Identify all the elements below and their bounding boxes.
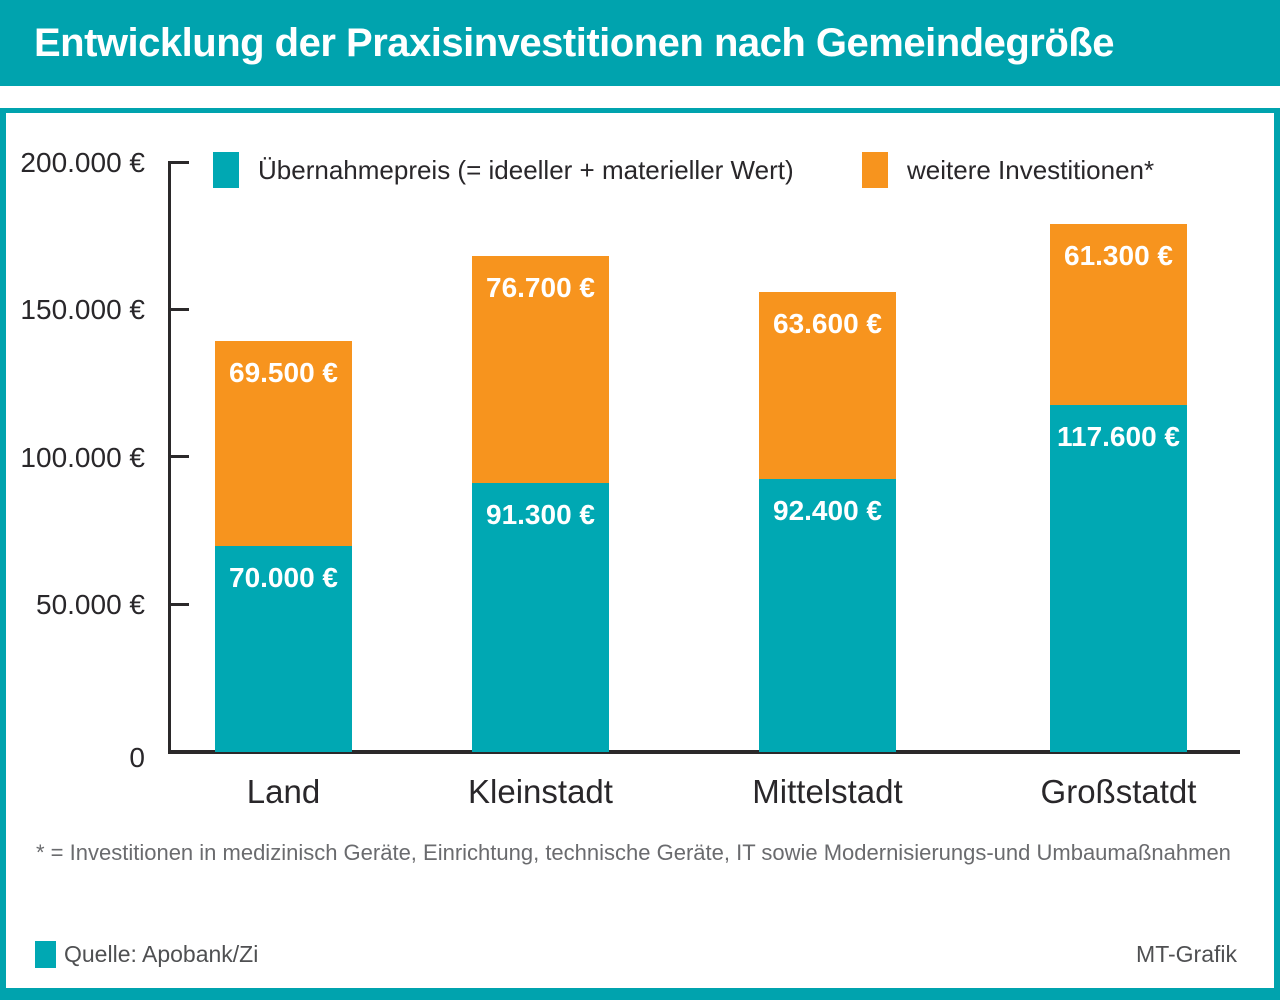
bar-value-label-land-1: 69.500 € — [229, 356, 338, 388]
y-tick-label-150000: 150.000 € — [20, 294, 145, 325]
panel-border-right — [1274, 108, 1280, 988]
bar-value-label-land-0: 70.000 € — [229, 561, 338, 593]
footnote: * = Investitionen in medizinisch Geräte,… — [36, 840, 1231, 865]
bar-segment-weitere-land: 69.500 € — [215, 340, 352, 546]
bar-segment--bernahmepreis-gro-statdt: 117.600 € — [1050, 405, 1187, 752]
bar-segment--bernahmepreis-mittelstadt: 92.400 € — [759, 479, 896, 752]
y-axis-tick-150000 — [171, 308, 189, 311]
source-label: Quelle: Apobank/Zi — [64, 941, 259, 967]
bar-segment-weitere-gro-statdt: 61.300 € — [1050, 224, 1187, 405]
title-bar: Entwicklung der Praxisinvestitionen nach… — [0, 0, 1280, 86]
y-tick-label-100000: 100.000 € — [20, 442, 145, 473]
category-label-mittelstadt: Mittelstadt — [752, 773, 903, 810]
y-tick-label-0: 0 — [129, 742, 145, 773]
y-tick-label-200000: 200.000 € — [20, 147, 145, 178]
panel-border-bottom — [0, 988, 1280, 1000]
bar-value-label-mittelstadt-1: 63.600 € — [773, 307, 882, 339]
bar-value-label-kleinstadt-1: 76.700 € — [486, 272, 595, 304]
y-axis-tick-50000 — [171, 603, 189, 606]
chart-title: Entwicklung der Praxisinvestitionen nach… — [34, 20, 1114, 65]
x-axis-baseline — [168, 750, 1240, 754]
legend-swatch-weitere-investitionen — [862, 152, 888, 188]
y-axis-tick-100000 — [171, 455, 189, 458]
category-label-gro-statdt: Großstatdt — [1040, 773, 1197, 810]
source-swatch — [35, 941, 56, 968]
bar-segment-weitere-kleinstadt: 76.700 € — [472, 256, 609, 483]
bar-segment--bernahmepreis-land: 70.000 € — [215, 545, 352, 752]
bar-segment--bernahmepreis-kleinstadt: 91.300 € — [472, 482, 609, 752]
bar-value-label-gro-statdt-0: 117.600 € — [1056, 421, 1181, 453]
y-axis-tick-200000 — [171, 161, 189, 164]
legend-swatch-uebernahmepreis — [213, 152, 239, 188]
bar-segment-weitere-mittelstadt: 63.600 € — [759, 291, 896, 480]
bar-value-label-gro-statdt-1: 61.300 € — [1064, 240, 1173, 272]
legend-label-weitere-investitionen: weitere Investitionen* — [907, 155, 1155, 185]
bar-value-label-mittelstadt-0: 92.400 € — [773, 495, 882, 527]
legend-label-uebernahmepreis: Übernahmepreis (= ideeller + materieller… — [258, 155, 794, 185]
category-label-land: Land — [246, 773, 321, 810]
y-tick-label-50000: 50.000 € — [36, 589, 145, 620]
category-label-kleinstadt: Kleinstadt — [468, 773, 613, 810]
panel-border-top — [0, 108, 1280, 113]
bar-value-label-kleinstadt-0: 91.300 € — [486, 498, 595, 530]
panel-border-left — [0, 108, 6, 988]
y-axis-line — [168, 161, 171, 752]
credit-label: MT-Grafik — [1136, 941, 1237, 967]
